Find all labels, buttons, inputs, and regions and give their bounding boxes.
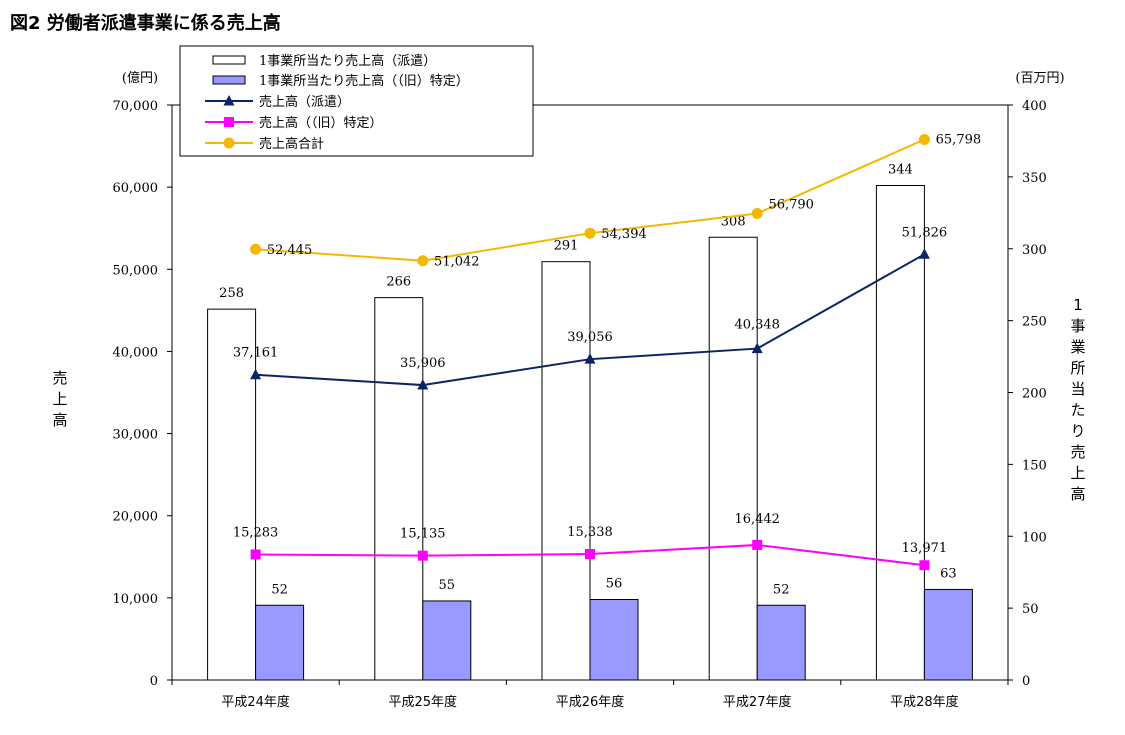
bar-haken — [207, 308, 257, 681]
bar-haken-value-label: 344 — [888, 163, 913, 178]
left-axis-tick-label: 40,000 — [113, 345, 159, 360]
bar-tokutei — [422, 600, 472, 681]
legend-label-line-tokutei: 売上高（（旧）特定） — [259, 115, 383, 131]
x-axis-category-label: 平成27年度 — [723, 694, 792, 710]
x-axis-category-label: 平成26年度 — [556, 694, 625, 710]
right-axis-tick-label: 0 — [1022, 674, 1030, 689]
right-axis-title-char: た — [1070, 401, 1085, 419]
bar-tokutei-value-label: 52 — [773, 582, 790, 597]
right-axis-title-char: 事 — [1070, 317, 1085, 335]
legend-marker-line-haken — [223, 95, 235, 106]
line-haken-value-label: 39,056 — [567, 330, 613, 345]
right-axis-tick-label: 250 — [1022, 315, 1047, 330]
line-total-point — [250, 243, 262, 255]
legend-label-bar-haken: 1事業所当たり売上高（派遣） — [259, 53, 436, 69]
line-haken-value-label: 35,906 — [400, 356, 446, 371]
bar-haken — [708, 236, 758, 681]
left-axis-tick-label: 0 — [150, 674, 158, 689]
bar-tokutei-value-label: 56 — [606, 577, 623, 592]
line-total-point — [417, 255, 429, 267]
right-axis-title-char: り — [1070, 422, 1085, 440]
line-haken-point — [584, 353, 596, 364]
right-axis-title-char: 高 — [1070, 485, 1085, 503]
bar-tokutei — [756, 604, 806, 681]
x-axis-category-label: 平成25年度 — [389, 694, 458, 710]
line-tokutei-value-label: 13,971 — [902, 541, 948, 556]
line-haken-point — [751, 342, 763, 354]
line-total-point — [751, 208, 763, 220]
bar-tokutei — [589, 599, 639, 681]
right-axis-tick-label: 50 — [1022, 602, 1039, 617]
bar-haken-value-label: 291 — [554, 239, 579, 254]
right-axis-title-char: 上 — [1070, 464, 1085, 482]
line-total-point — [584, 227, 596, 239]
left-axis-tick-label: 70,000 — [113, 99, 159, 114]
chart-title: 図2 労働者派遣事業に係る売上高 — [10, 13, 281, 34]
line-total-value-label: 54,394 — [601, 227, 647, 242]
left-axis-tick-label: 50,000 — [113, 263, 159, 278]
bar-tokutei-value-label: 52 — [271, 582, 288, 597]
line-haken-value-label: 37,161 — [233, 346, 279, 361]
bar-haken — [541, 261, 591, 681]
line-haken-value-label: 51,826 — [902, 225, 948, 240]
line-tokutei-point — [417, 550, 428, 561]
line-tokutei-value-label: 15,135 — [400, 527, 446, 542]
line-total-value-label: 51,042 — [434, 255, 480, 270]
left-axis-tick-label: 10,000 — [113, 592, 159, 607]
left-axis-title-char: 売 — [52, 369, 67, 387]
bar-haken — [374, 297, 424, 681]
right-axis-title-char: 所 — [1070, 359, 1085, 377]
legend-marker-line-tokutei — [224, 117, 234, 127]
legend-swatch-bar-tokutei — [212, 75, 246, 85]
line-tokutei-value-label: 15,283 — [233, 525, 279, 540]
right-axis-title-char: 1 — [1073, 296, 1083, 314]
line-tokutei-point — [919, 560, 930, 571]
line-tokutei-value-label: 16,442 — [734, 512, 780, 527]
bar-haken-value-label: 266 — [386, 275, 411, 290]
right-axis-tick-label: 350 — [1022, 171, 1047, 186]
line-total-point — [918, 134, 930, 146]
bar-tokutei-value-label: 63 — [940, 566, 957, 581]
line-haken-point — [417, 379, 429, 390]
line-haken-point — [250, 368, 262, 380]
right-axis-tick-label: 200 — [1022, 387, 1047, 402]
bar-haken-value-label: 258 — [219, 286, 244, 301]
line-tokutei-point — [585, 549, 595, 560]
right-axis-title-char: 売 — [1070, 443, 1085, 461]
line-haken-point — [918, 248, 930, 259]
line-total-value-label: 65,798 — [936, 133, 982, 148]
bar-haken — [875, 185, 925, 681]
bar-tokutei — [923, 588, 973, 681]
left-axis-tick-label: 30,000 — [113, 428, 159, 443]
bar-tokutei — [255, 604, 305, 681]
right-axis-tick-label: 300 — [1022, 243, 1047, 258]
x-axis-category-label: 平成28年度 — [890, 694, 959, 710]
bar-tokutei-value-label: 55 — [439, 578, 456, 593]
line-total-value-label: 56,790 — [768, 198, 814, 213]
legend-label-bar-tokutei: 1事業所当たり売上高（（旧）特定） — [259, 73, 469, 89]
line-haken-value-label: 40,348 — [734, 318, 780, 333]
legend-label-line-haken: 売上高（派遣） — [259, 94, 350, 110]
line-total-value-label: 52,445 — [267, 243, 313, 258]
line-tokutei-point — [250, 549, 261, 560]
x-axis-category-label: 平成24年度 — [221, 694, 290, 710]
left-axis-title-char: 高 — [52, 411, 67, 429]
left-axis-unit: (億円) — [122, 70, 158, 86]
left-axis-tick-label: 60,000 — [113, 181, 159, 196]
right-axis-title-char: 業 — [1070, 338, 1085, 356]
line-tokutei-value-label: 15,338 — [567, 525, 613, 540]
legend-marker-line-total — [223, 137, 235, 149]
right-axis-tick-label: 100 — [1022, 530, 1047, 545]
legend-label-line-total: 売上高合計 — [259, 136, 324, 152]
right-axis-tick-label: 400 — [1022, 99, 1047, 114]
legend-swatch-bar-haken — [212, 55, 246, 65]
right-axis-title-char: 当 — [1070, 380, 1085, 398]
right-axis-unit: (百万円) — [1015, 71, 1064, 86]
line-total — [255, 138, 925, 262]
line-tokutei-point — [752, 539, 763, 550]
left-axis-tick-label: 20,000 — [113, 510, 159, 525]
left-axis-title-char: 上 — [52, 390, 67, 408]
right-axis-tick-label: 150 — [1022, 458, 1047, 473]
